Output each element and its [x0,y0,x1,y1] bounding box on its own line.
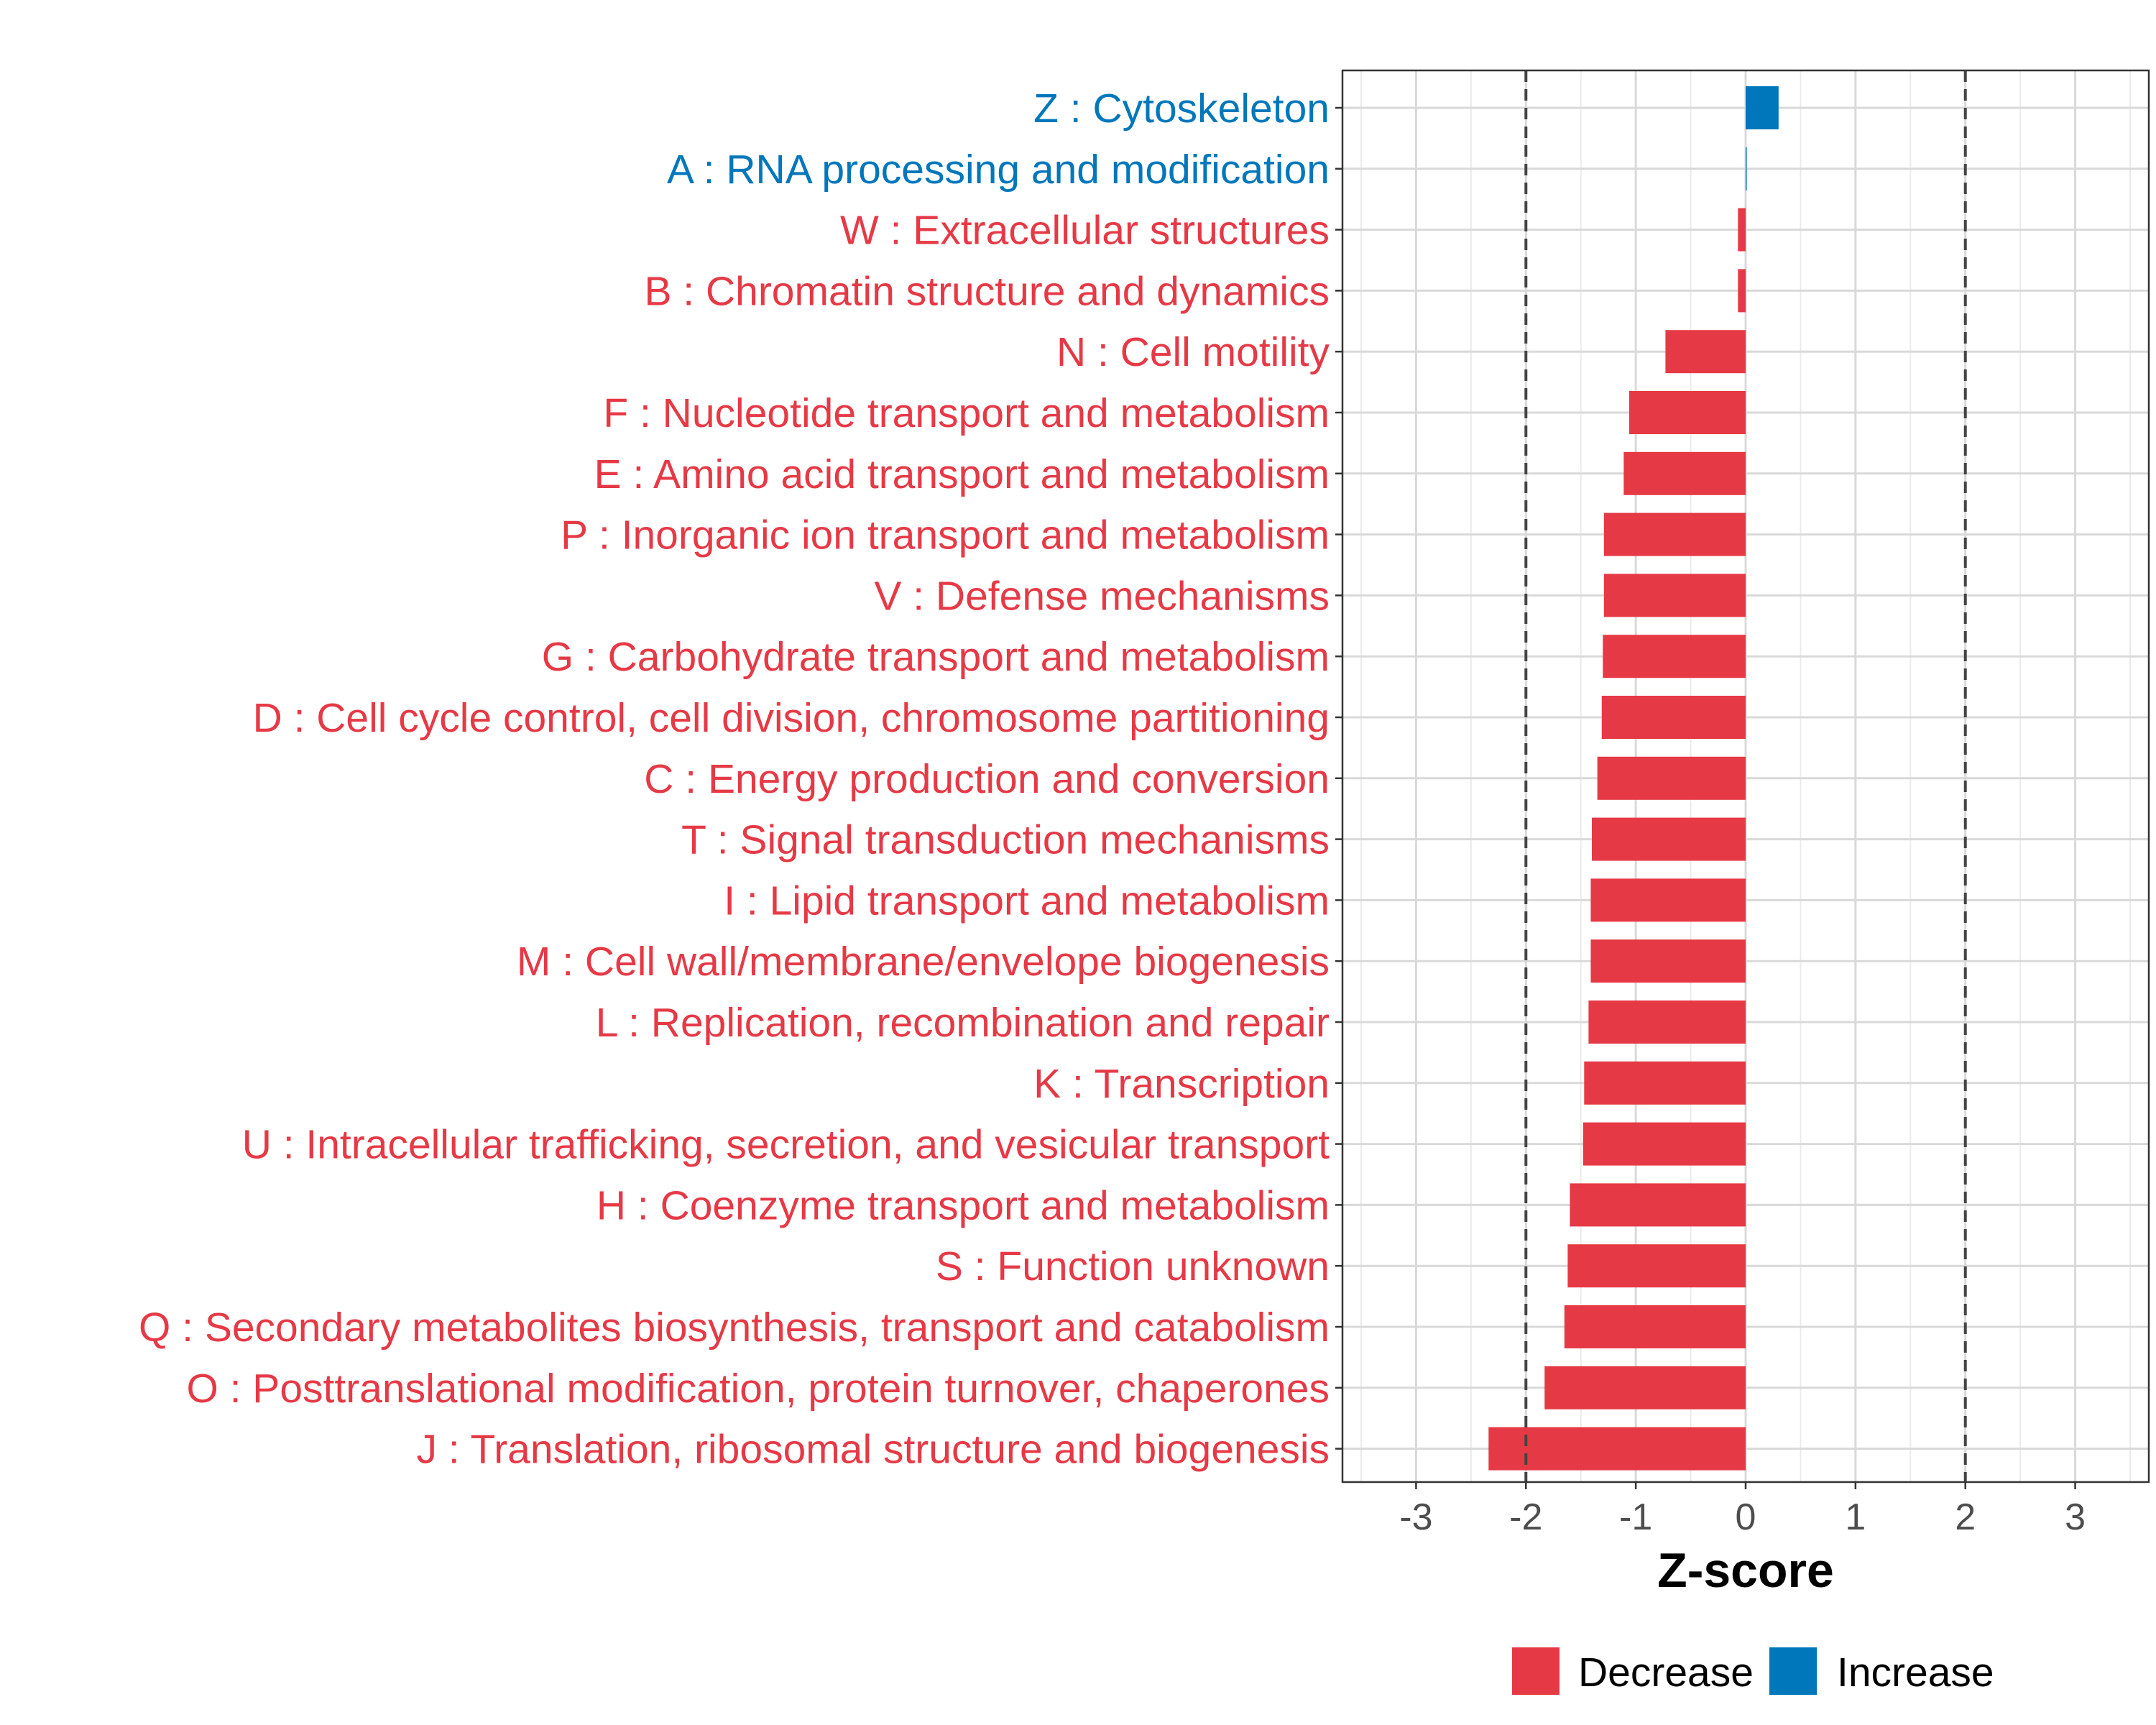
bar [1603,574,1746,617]
category-label: G : Carbohydrate transport and metabolis… [542,634,1330,680]
legend-label-decrease: Decrease [1578,1650,1754,1696]
bar [1603,512,1746,556]
category-labels: Z : Cytoskeleton A : RNA processing and m… [139,86,1342,1473]
x-tick-label: 0 [1736,1496,1756,1538]
category-label: U : Intracellular trafficking, secretion… [242,1122,1330,1168]
bar [1583,1122,1746,1166]
bar [1628,391,1746,434]
category-label: E : Amino acid transport and metabolism [594,451,1330,497]
category-label: Q : Secondary metabolites biosynthesis, … [139,1305,1330,1351]
bar [1544,1366,1746,1409]
category-label: S : Function unknown [936,1243,1330,1289]
x-tick-label: 3 [2065,1496,2086,1538]
legend-swatch-decrease [1512,1647,1560,1695]
bar [1601,696,1746,739]
legend-label-increase: Increase [1837,1650,1994,1696]
bar [1746,86,1779,129]
category-label: M : Cell wall/membrane/envelope biogenes… [517,939,1330,985]
x-tick-label: -2 [1509,1496,1542,1538]
bar [1488,1427,1746,1471]
category-label: D : Cell cycle control, cell division, c… [253,695,1330,741]
bar [1590,878,1746,922]
category-label: B : Chromatin structure and dynamics [644,268,1330,314]
legend-swatch-increase [1769,1647,1817,1695]
bar [1567,1244,1746,1288]
x-axis-title: Z-score [1657,1543,1834,1598]
x-tick-label: -1 [1619,1496,1652,1538]
bar [1665,330,1746,374]
x-tick-label: 2 [1955,1496,1976,1538]
bar [1584,1061,1746,1105]
category-label: J : Translation, ribosomal structure and… [417,1427,1330,1473]
category-label: V : Defense mechanisms [874,573,1330,619]
reference-lines [1524,70,1967,1482]
bar [1746,147,1747,190]
bar [1564,1305,1746,1348]
category-label: F : Nucleotide transport and metabolism [603,390,1330,436]
bar [1603,635,1746,678]
bar [1738,208,1746,252]
bar [1597,756,1746,800]
x-axis-ticks: -3 -2 -1 0 1 2 3 [1399,1482,2086,1538]
legend: Decrease Increase [1512,1647,1994,1696]
category-label: P : Inorganic ion transport and metaboli… [561,512,1330,558]
category-label: Z : Cytoskeleton [1033,86,1330,132]
bar [1588,1000,1746,1044]
category-label: N : Cell motility [1056,329,1330,375]
x-tick-label: 1 [1845,1496,1866,1538]
bar [1590,939,1746,983]
bar [1623,451,1746,495]
category-label: I : Lipid transport and metabolism [724,878,1330,924]
x-tick-label: -3 [1399,1496,1432,1538]
category-label: T : Signal transduction mechanisms [681,817,1330,863]
bars-layer [1488,86,1779,1471]
category-label: C : Energy production and conversion [644,756,1330,802]
category-label: W : Extracellular structures [840,208,1330,254]
bar [1570,1183,1746,1227]
bar [1591,817,1746,861]
category-label: H : Coenzyme transport and metabolism [596,1182,1330,1228]
category-label: K : Transcription [1033,1061,1330,1107]
category-label: L : Replication, recombination and repai… [596,1000,1330,1046]
category-label: O : Posttranslational modification, prot… [186,1366,1330,1412]
bar [1738,269,1746,313]
category-label: A : RNA processing and modification [667,147,1330,193]
